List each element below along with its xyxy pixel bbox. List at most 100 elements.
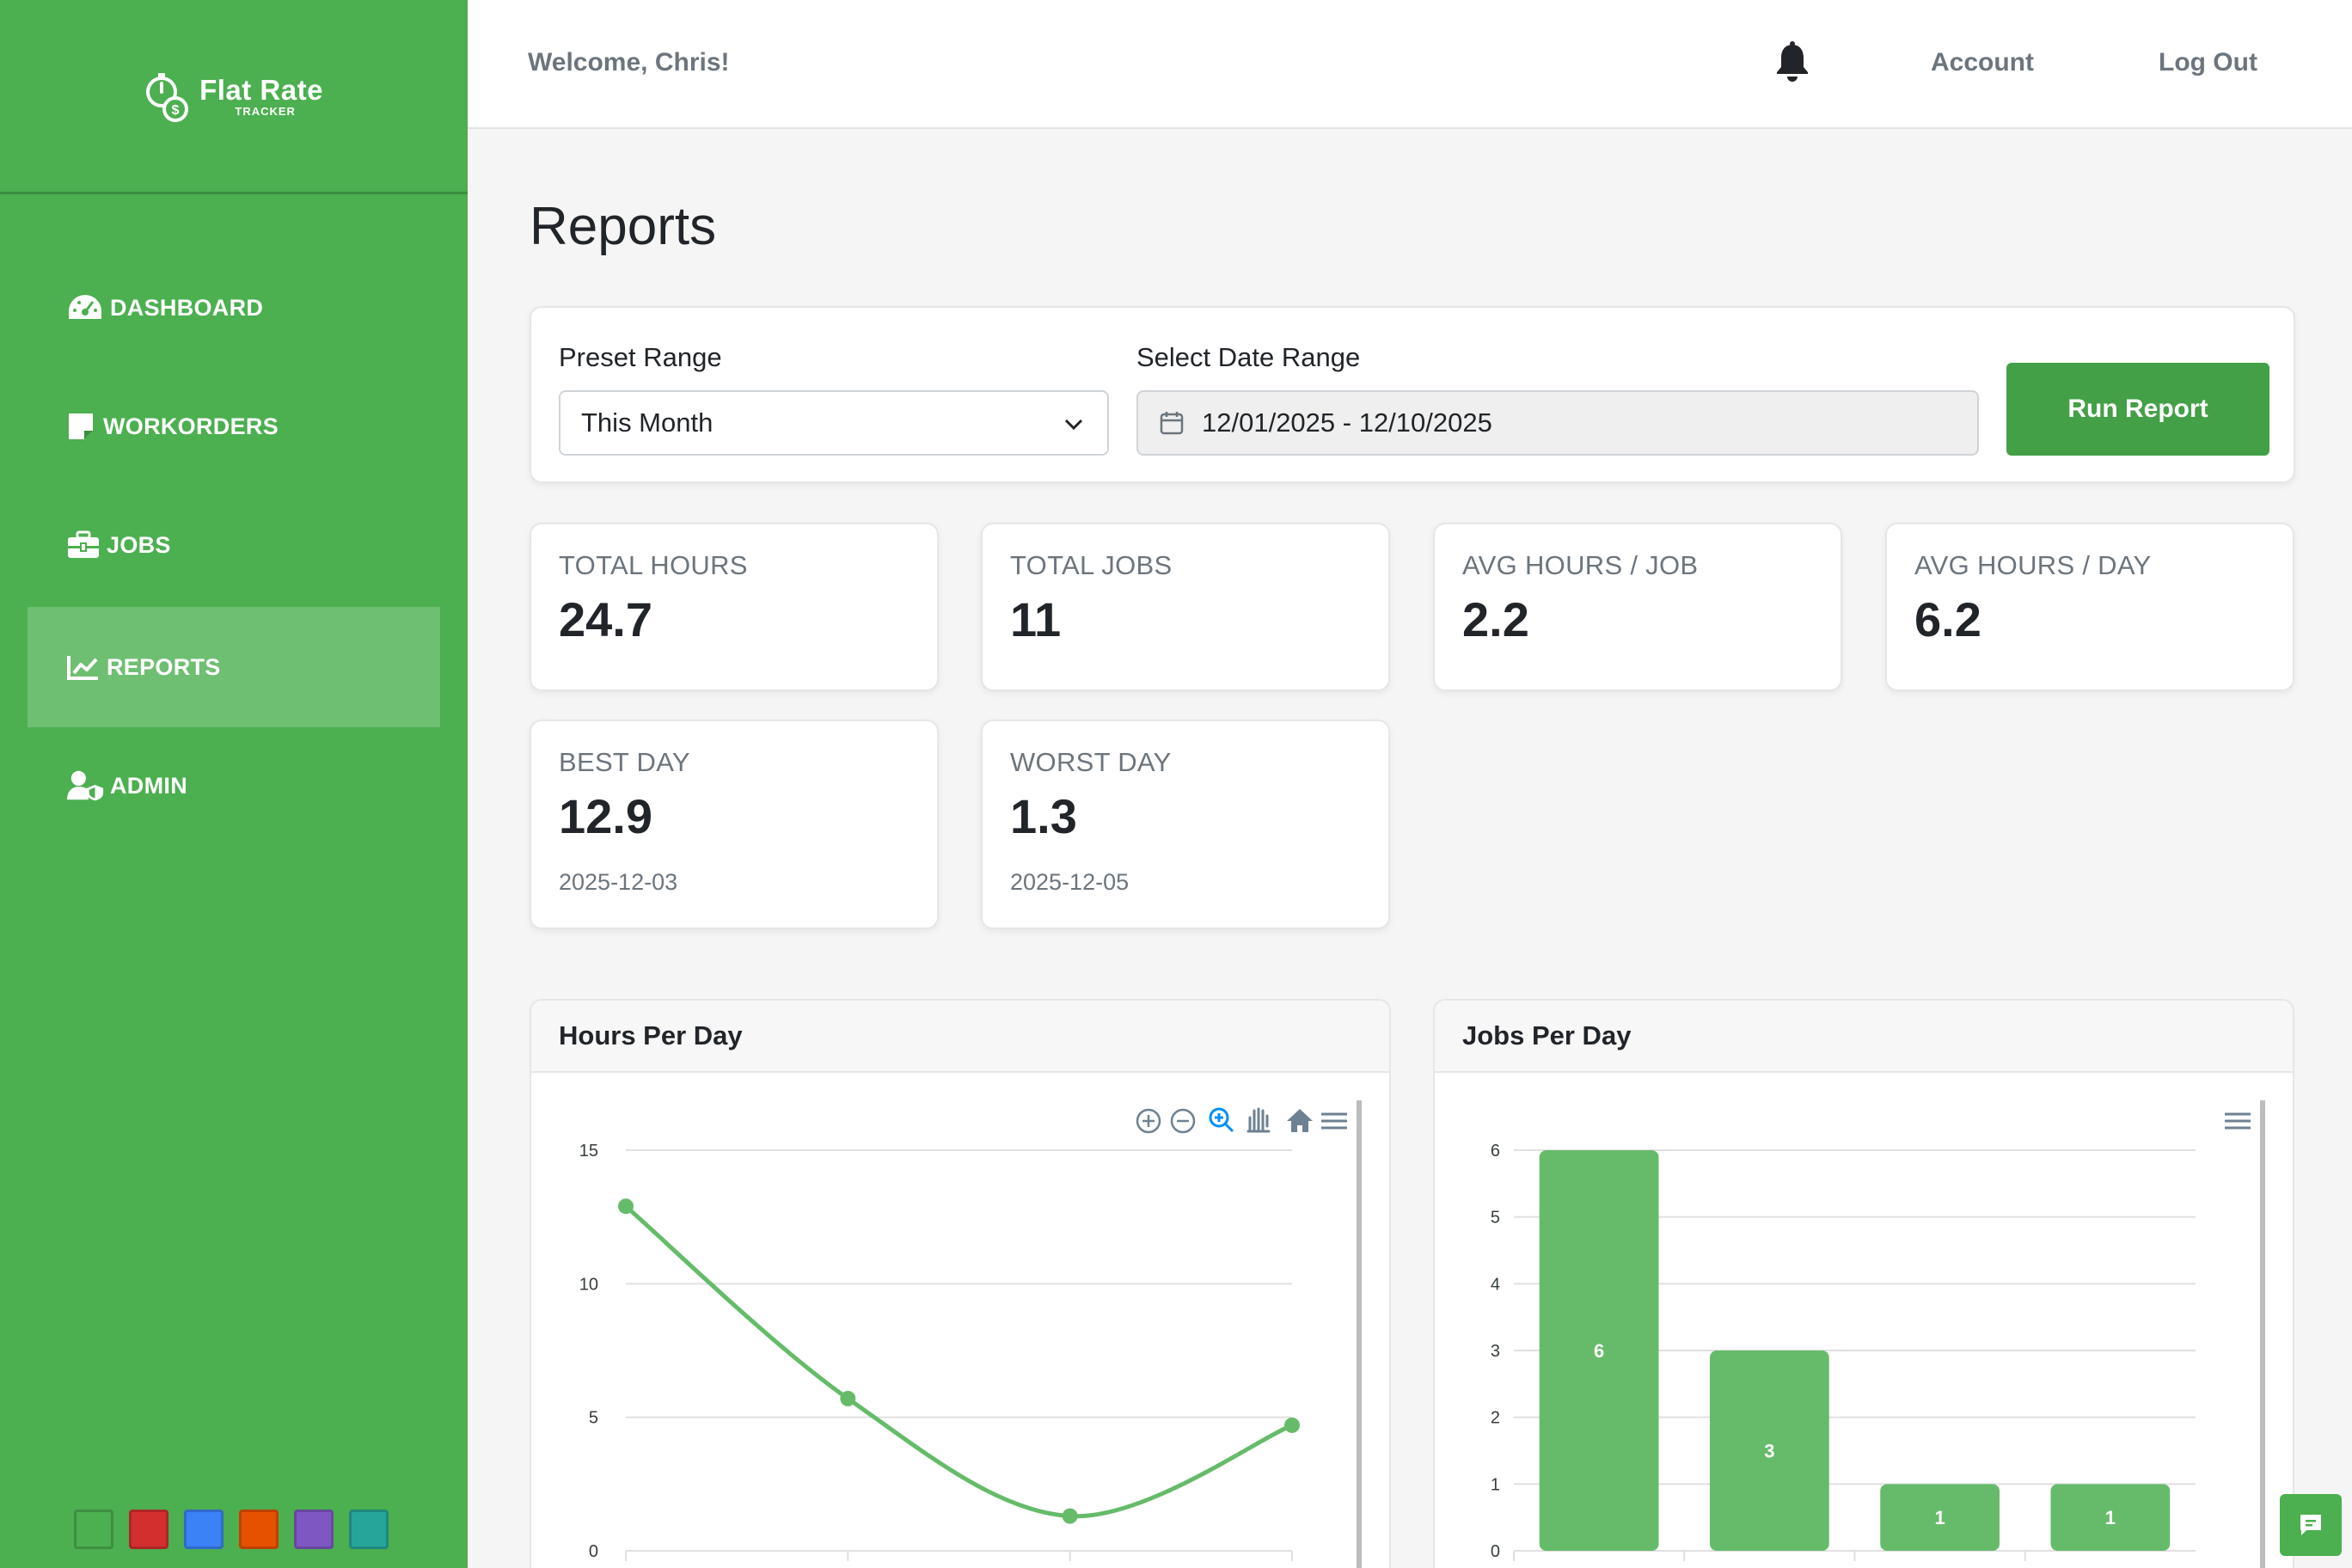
bar-data-label: 1 (2105, 1507, 2116, 1528)
sidebar-item-label: JOBS (107, 531, 171, 558)
stat-card-worst-day: WORST DAY 1.3 2025-12-05 (981, 720, 1390, 929)
sticky-note-icon (67, 409, 98, 444)
preset-range-select[interactable]: This Month (559, 390, 1109, 456)
home-icon (1287, 1109, 1313, 1132)
chart-scrollbar[interactable] (1357, 1100, 1362, 1568)
bar (1880, 1484, 2000, 1551)
sidebar: $ Flat Rate TRACKER DASHBOARD WORKORDERS (0, 0, 468, 1568)
sidebar-item-workorders[interactable]: WORKORDERS (28, 366, 440, 487)
stat-date: 2025-12-03 (559, 869, 678, 895)
stat-card-best-day: BEST DAY 12.9 2025-12-03 (530, 720, 939, 929)
chat-icon (2300, 1515, 2321, 1535)
run-report-button[interactable]: Run Report (2006, 363, 2269, 456)
brand-name: Flat Rate (199, 73, 323, 106)
y-tick-label: 4 (1491, 1275, 1500, 1294)
chart-scrollbar[interactable] (2260, 1100, 2265, 1568)
theme-swatch-orange[interactable] (239, 1510, 279, 1549)
page-title: Reports (530, 197, 717, 256)
stat-value: 1.3 (1010, 789, 1077, 843)
sidebar-item-dashboard[interactable]: DASHBOARD (28, 248, 440, 368)
stat-label: AVG HOURS / JOB (1462, 550, 1699, 580)
sidebar-item-label: REPORTS (107, 653, 221, 680)
chevron-down-icon (1064, 419, 1083, 431)
sidebar-item-label: ADMIN (110, 772, 187, 799)
gauge-icon (67, 291, 105, 325)
toolbox-icon (67, 528, 101, 562)
bar-data-label: 6 (1594, 1340, 1604, 1362)
y-tick-label: 3 (1491, 1342, 1500, 1361)
theme-swatch-blue[interactable] (184, 1510, 224, 1549)
selection-zoom-icon (1209, 1107, 1234, 1133)
brand: $ Flat Rate TRACKER (0, 0, 468, 194)
y-tick-label: 5 (589, 1409, 598, 1428)
chart-toolbar (1136, 1107, 1347, 1134)
stat-value: 6.2 (1914, 592, 1981, 646)
y-tick-label: 0 (1491, 1542, 1500, 1561)
sidebar-item-jobs[interactable]: JOBS (28, 485, 440, 605)
preset-range-label: Preset Range (559, 342, 722, 372)
sidebar-item-reports[interactable]: REPORTS (28, 607, 440, 727)
bar (1539, 1150, 1659, 1551)
welcome-text: Welcome, Chris! (528, 48, 730, 77)
stat-value: 2.2 (1462, 592, 1529, 646)
stat-value: 12.9 (559, 789, 652, 843)
menu-icon (2225, 1112, 2251, 1130)
preset-range-value: This Month (581, 407, 714, 438)
logout-link[interactable]: Log Out (2159, 48, 2257, 77)
date-range-input[interactable]: 12/01/2025 - 12/10/2025 (1136, 390, 1979, 456)
pan-icon (1246, 1107, 1271, 1133)
zoom-in-icon (1136, 1108, 1161, 1134)
sidebar-item-admin[interactable]: ADMIN (28, 726, 440, 846)
account-link[interactable]: Account (1931, 48, 2034, 77)
data-point (1284, 1417, 1300, 1433)
top-header: Welcome, Chris! Account Log Out (468, 0, 2352, 129)
user-shield-icon (67, 769, 105, 803)
stat-label: BEST DAY (559, 747, 690, 777)
stat-card-total-hours: TOTAL HOURS 24.7 (530, 523, 939, 691)
y-tick-label: 15 (579, 1142, 598, 1161)
stat-date: 2025-12-05 (1010, 869, 1130, 895)
svg-text:$: $ (172, 103, 180, 118)
bell-icon[interactable] (1774, 41, 1810, 83)
stat-label: WORST DAY (1010, 747, 1172, 777)
stat-card-avg-hours-day: AVG HOURS / DAY 6.2 (1885, 523, 2294, 691)
y-tick-label: 2 (1491, 1409, 1500, 1428)
sidebar-item-label: WORKORDERS (103, 413, 279, 439)
feedback-button[interactable] (2280, 1494, 2342, 1556)
data-point (840, 1390, 856, 1406)
brand-subtitle: TRACKER (235, 104, 296, 118)
y-tick-label: 5 (1491, 1209, 1500, 1228)
hours-per-day-chart[interactable]: 0 5 10 15 (531, 1001, 1391, 1568)
y-tick-label: 6 (1491, 1142, 1500, 1161)
stat-value: 11 (1010, 592, 1062, 646)
stat-value: 24.7 (559, 592, 652, 646)
theme-swatch-red[interactable] (129, 1510, 168, 1549)
menu-icon (1321, 1112, 1347, 1130)
stat-card-total-jobs: TOTAL JOBS 11 (981, 523, 1390, 691)
date-range-label: Select Date Range (1136, 342, 1361, 372)
bar-data-label: 1 (1935, 1507, 1945, 1528)
theme-swatch-purple[interactable] (294, 1510, 334, 1549)
brand-logo[interactable]: $ Flat Rate TRACKER (144, 70, 323, 123)
theme-swatch-green[interactable] (74, 1510, 113, 1549)
theme-swatch-teal[interactable] (349, 1510, 389, 1549)
zoom-out-icon (1170, 1108, 1196, 1134)
data-point (618, 1198, 634, 1215)
y-tick-label: 0 (589, 1542, 598, 1561)
theme-swatches (74, 1510, 389, 1549)
stat-label: TOTAL HOURS (559, 550, 748, 580)
sidebar-item-label: DASHBOARD (110, 294, 264, 321)
chart-line-icon (67, 650, 101, 684)
calendar-icon (1160, 412, 1184, 435)
chart-title: Jobs Per Day (1435, 1001, 2293, 1073)
stopwatch-dollar-icon: $ (146, 72, 189, 122)
bar-data-label: 3 (1764, 1441, 1774, 1462)
jobs-per-day-card: Jobs Per Day 0 1 2 3 4 5 6 6 3 1 1 (1433, 999, 2294, 1568)
hours-series-line (624, 1204, 1293, 1519)
chart-title: Hours Per Day (531, 1001, 1389, 1073)
date-range-value: 12/01/2025 - 12/10/2025 (1202, 407, 1492, 438)
jobs-per-day-chart[interactable]: 0 1 2 3 4 5 6 6 3 1 1 (1435, 1001, 2294, 1568)
y-tick-label: 1 (1491, 1475, 1500, 1494)
data-point (1062, 1508, 1078, 1524)
stat-label: AVG HOURS / DAY (1914, 550, 2152, 580)
